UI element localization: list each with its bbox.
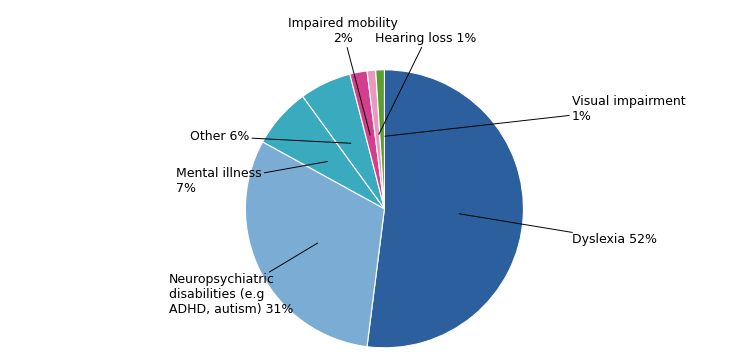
Wedge shape bbox=[303, 74, 384, 209]
Wedge shape bbox=[367, 70, 524, 348]
Wedge shape bbox=[375, 70, 384, 209]
Text: Visual impairment
1%: Visual impairment 1% bbox=[385, 95, 686, 136]
Wedge shape bbox=[245, 142, 384, 347]
Wedge shape bbox=[350, 71, 384, 209]
Text: Impaired mobility
2%: Impaired mobility 2% bbox=[288, 17, 398, 135]
Text: Mental illness
7%: Mental illness 7% bbox=[176, 161, 328, 195]
Text: Dyslexia 52%: Dyslexia 52% bbox=[459, 214, 657, 246]
Text: Neuropsychiatric
disabilities (e.g
ADHD, autism) 31%: Neuropsychiatric disabilities (e.g ADHD,… bbox=[169, 243, 318, 316]
Text: Hearing loss 1%: Hearing loss 1% bbox=[375, 32, 476, 134]
Text: Other 6%: Other 6% bbox=[190, 130, 351, 143]
Wedge shape bbox=[263, 96, 384, 209]
Wedge shape bbox=[367, 70, 384, 209]
